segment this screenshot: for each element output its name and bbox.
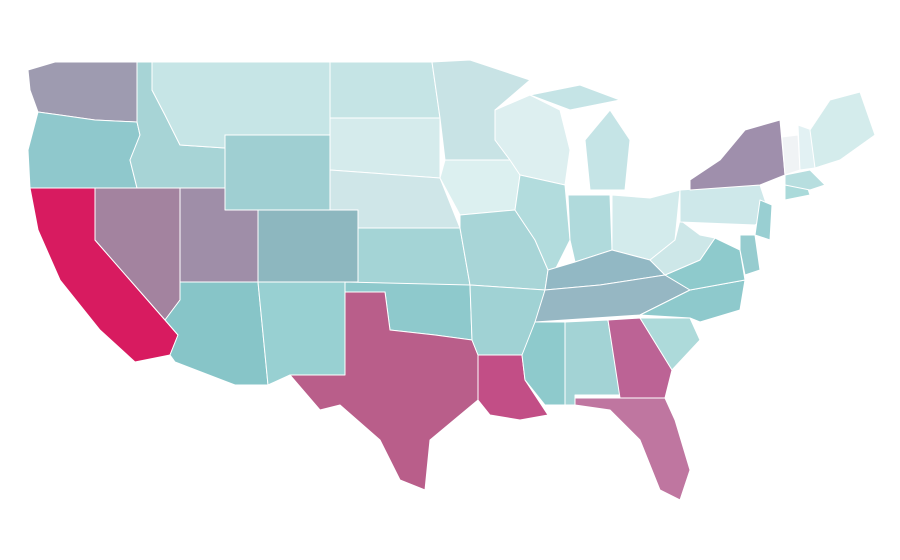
state <box>809 91 876 169</box>
state <box>329 61 441 119</box>
state <box>649 219 716 276</box>
state <box>754 199 773 241</box>
state <box>689 119 786 191</box>
state <box>584 109 631 191</box>
state <box>574 397 691 501</box>
state <box>784 169 826 191</box>
state <box>224 134 331 211</box>
state <box>329 117 441 179</box>
state <box>257 281 346 386</box>
state <box>639 317 701 371</box>
state <box>781 134 801 176</box>
state <box>27 111 141 189</box>
state <box>289 291 479 491</box>
state <box>164 281 269 386</box>
state <box>739 234 761 276</box>
state <box>257 209 359 283</box>
state <box>529 84 621 111</box>
state <box>679 184 771 226</box>
state <box>607 317 673 399</box>
state <box>357 227 471 286</box>
